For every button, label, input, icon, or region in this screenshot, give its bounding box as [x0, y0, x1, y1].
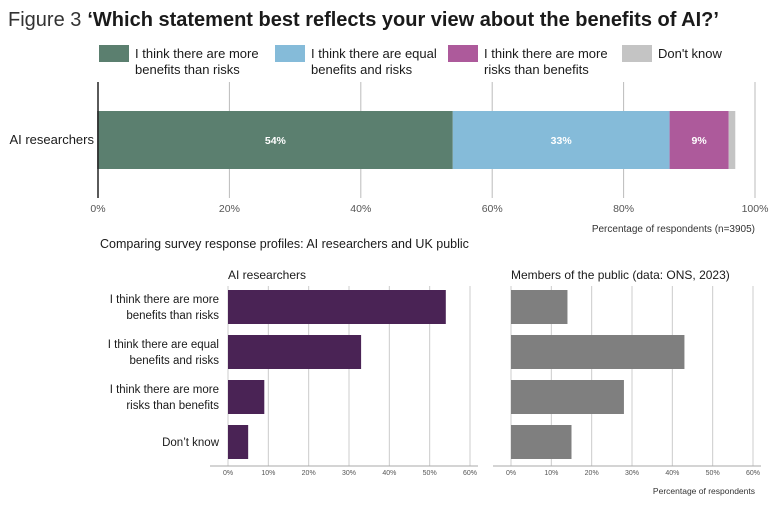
data-label: 54% [265, 135, 287, 147]
figure-label: Figure 3 [8, 9, 81, 31]
stacked-bar-segment [98, 111, 453, 169]
legend-label: I think there are more [484, 46, 608, 61]
x-tick-label: 20% [219, 203, 240, 215]
y-category-label: AI researchers [9, 132, 94, 147]
bar-chart-ai-researchers: AI researchers 0% 10% 20% 30% 40% 50% 60% I thin… [108, 268, 478, 477]
y-category-label: I think there are more [110, 294, 219, 306]
x-tick-label: 10% [261, 470, 275, 477]
y-category-label: risks than benefits [126, 400, 219, 412]
y-category-label: I think there are equal [108, 339, 219, 351]
bar [511, 380, 624, 414]
y-category-label: benefits than risks [126, 310, 219, 322]
x-tick-label: 50% [706, 470, 720, 477]
bar [228, 380, 265, 414]
x-tick-label: 30% [625, 470, 639, 477]
comparison-title: Comparing survey response profiles: AI r… [100, 237, 469, 251]
x-tick-label: 60% [746, 470, 760, 477]
x-tick-label: 0% [506, 470, 516, 477]
y-category-label: I think there are more [110, 384, 219, 396]
x-tick-label: 20% [585, 470, 599, 477]
stacked-bar-segment [728, 111, 736, 169]
x-axis-title: Percentage of respondents [653, 486, 755, 496]
stacked-bar-segment [669, 111, 729, 169]
figure-question: ‘Which statement best reflects your view… [87, 9, 719, 31]
legend-swatch [275, 45, 305, 62]
y-category-label: Don’t know [162, 437, 220, 449]
bar [228, 290, 446, 324]
x-tick-label: 60% [463, 470, 477, 477]
legend-label: benefits and risks [311, 62, 413, 77]
x-tick-label: 30% [342, 470, 356, 477]
bar-chart-public: Members of the public (data: ONS, 2023) 0… [493, 268, 761, 496]
legend-label: I think there are more [135, 46, 259, 61]
x-tick-label: 40% [665, 470, 679, 477]
bar [228, 425, 249, 459]
bar [511, 335, 685, 369]
bar [511, 425, 572, 459]
legend-swatch [99, 45, 129, 62]
stacked-bar-segment [452, 111, 670, 169]
x-tick-label: 0% [90, 203, 105, 215]
data-label: 33% [551, 135, 573, 147]
y-category-label: benefits and risks [130, 355, 220, 367]
legend-swatch [448, 45, 478, 62]
x-tick-label: 100% [742, 203, 769, 215]
x-axis-title: Percentage of respondents (n=3905) [592, 224, 755, 235]
x-tick-label: 40% [350, 203, 371, 215]
x-tick-label: 40% [382, 470, 396, 477]
legend-swatch [622, 45, 652, 62]
x-tick-label: 20% [302, 470, 316, 477]
x-tick-label: 80% [613, 203, 634, 215]
bar [228, 335, 362, 369]
panel-title: Members of the public (data: ONS, 2023) [511, 268, 730, 282]
stacked-bar-chart-ai-researchers: 0% 20% 40% 60% 80% 100% 54% 33% 9% AI researchers… [9, 82, 768, 235]
x-tick-label: 60% [482, 203, 503, 215]
x-tick-label: 10% [544, 470, 558, 477]
x-tick-label: 50% [423, 470, 437, 477]
legend-label: I think there are equal [311, 46, 437, 61]
data-label: 9% [692, 135, 708, 147]
bar [511, 290, 568, 324]
x-tick-label: 0% [223, 470, 233, 477]
legend-label: benefits than risks [135, 62, 240, 77]
legend-label: risks than benefits [484, 62, 589, 77]
figure-title: Figure 3 ‘Which statement best reflects y… [8, 9, 719, 31]
legend-label: Don't know [658, 46, 723, 61]
panel-title: AI researchers [228, 268, 306, 282]
